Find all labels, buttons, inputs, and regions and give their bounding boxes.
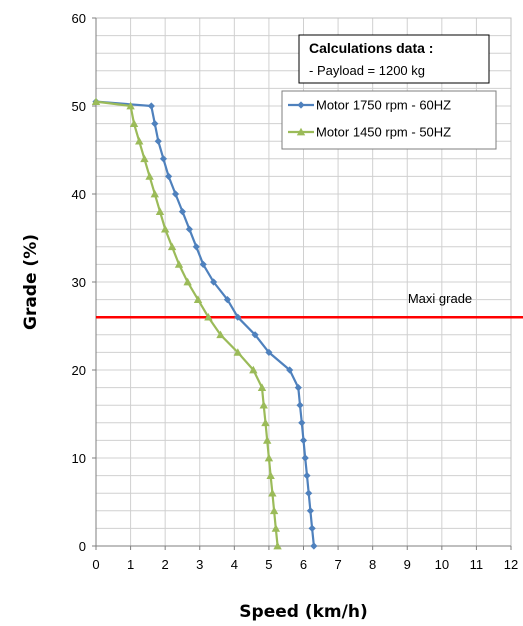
x-tick-label: 3 bbox=[196, 557, 203, 572]
data-point-triangle bbox=[249, 365, 258, 374]
axes bbox=[92, 17, 512, 550]
data-point-diamond bbox=[299, 436, 308, 444]
data-point-diamond bbox=[185, 225, 193, 233]
data-point-diamond bbox=[296, 401, 304, 409]
series-motor-1750 bbox=[92, 98, 318, 550]
data-point-diamond bbox=[294, 384, 302, 392]
x-tick-label: 8 bbox=[369, 557, 376, 572]
series-group bbox=[91, 97, 318, 550]
legend-entry: Motor 1750 rpm - 60HZ bbox=[288, 98, 451, 113]
x-tick-label: 1 bbox=[127, 557, 134, 572]
data-point-diamond bbox=[234, 313, 242, 321]
data-point-diamond bbox=[265, 348, 273, 356]
y-tick-label: 50 bbox=[72, 99, 86, 114]
data-point-triangle bbox=[160, 225, 170, 233]
series-line bbox=[95, 100, 279, 547]
data-point-diamond bbox=[178, 208, 187, 216]
data-point-diamond bbox=[297, 101, 305, 109]
data-point-triangle bbox=[264, 453, 274, 462]
y-axis-title: Grade (%) bbox=[21, 234, 41, 330]
data-point-diamond bbox=[306, 507, 315, 515]
data-point-diamond bbox=[199, 260, 207, 268]
data-point-diamond bbox=[223, 296, 232, 304]
data-point-diamond bbox=[301, 454, 309, 462]
data-point-triangle bbox=[296, 127, 306, 136]
data-point-triangle bbox=[145, 172, 154, 180]
data-point-triangle bbox=[259, 401, 268, 409]
data-point-triangle bbox=[174, 260, 184, 268]
x-tick-label: 10 bbox=[435, 557, 449, 572]
data-point-triangle bbox=[216, 330, 225, 339]
data-point-triangle bbox=[266, 471, 275, 479]
data-point-diamond bbox=[303, 472, 311, 480]
data-point-diamond bbox=[298, 419, 306, 427]
data-point-triangle bbox=[91, 97, 101, 105]
data-point-diamond bbox=[286, 366, 294, 374]
x-tick-label: 11 bbox=[470, 557, 484, 572]
x-tick-label: 6 bbox=[300, 557, 307, 572]
data-point-triangle bbox=[273, 541, 282, 550]
data-point-triangle bbox=[126, 101, 135, 110]
data-point-diamond bbox=[308, 524, 316, 532]
legend: Motor 1750 rpm - 60HZ Motor 1450 rpm - 50… bbox=[281, 90, 497, 150]
x-tick-label: 5 bbox=[265, 557, 272, 572]
legend-label: Motor 1450 rpm - 50HZ bbox=[316, 125, 451, 140]
legend-entry: Motor 1450 rpm - 50HZ bbox=[288, 125, 451, 140]
y-tick-label: 30 bbox=[72, 275, 86, 290]
data-point-diamond bbox=[147, 102, 155, 110]
data-point-triangle bbox=[268, 489, 277, 497]
x-tick-label: 9 bbox=[404, 557, 411, 572]
annotation-box-border bbox=[298, 34, 490, 84]
annotation-title: Calculations data : bbox=[309, 40, 433, 56]
data-point-triangle bbox=[140, 154, 149, 163]
data-point-diamond bbox=[165, 172, 173, 180]
data-point-triangle bbox=[183, 277, 192, 286]
x-tick-label: 2 bbox=[162, 557, 169, 572]
y-tick-label: 20 bbox=[72, 363, 86, 378]
data-point-diamond bbox=[159, 155, 168, 163]
annotation-payload: - Payload = 1200 kg bbox=[309, 63, 425, 78]
legend-label: Motor 1750 rpm - 60HZ bbox=[316, 98, 451, 113]
data-point-triangle bbox=[150, 189, 159, 198]
data-point-triangle bbox=[262, 436, 272, 444]
data-point-triangle bbox=[233, 348, 242, 356]
y-tick-label: 0 bbox=[79, 539, 86, 554]
data-point-triangle bbox=[135, 137, 144, 145]
x-tick-label: 0 bbox=[92, 557, 99, 572]
legend-border bbox=[281, 90, 497, 150]
data-point-triangle bbox=[257, 383, 267, 391]
data-point-triangle bbox=[193, 295, 203, 303]
data-point-triangle bbox=[261, 418, 270, 427]
series-motor-1450 bbox=[91, 97, 282, 550]
data-point-triangle bbox=[129, 119, 139, 127]
x-tick-label: 4 bbox=[231, 557, 238, 572]
calculations-annotation: Calculations data : - Payload = 1200 kg bbox=[298, 34, 490, 84]
data-point-diamond bbox=[171, 190, 180, 198]
data-point-diamond bbox=[154, 137, 162, 145]
y-tick-label: 40 bbox=[72, 187, 86, 202]
x-axis-title: Speed (km/h) bbox=[239, 602, 367, 622]
data-point-diamond bbox=[192, 243, 200, 251]
data-point-triangle bbox=[167, 242, 177, 251]
y-tick-label: 10 bbox=[72, 451, 86, 466]
y-tick-label: 60 bbox=[72, 11, 86, 26]
data-point-diamond bbox=[209, 278, 218, 286]
data-point-diamond bbox=[305, 489, 313, 497]
maxi-grade-label: Maxi grade bbox=[408, 291, 472, 306]
x-tick-label: 7 bbox=[334, 557, 341, 572]
legend-items: Motor 1750 rpm - 60HZ Motor 1450 rpm - 50… bbox=[288, 98, 451, 140]
data-point-triangle bbox=[269, 506, 279, 515]
data-point-triangle bbox=[155, 207, 165, 215]
data-point-diamond bbox=[151, 120, 159, 128]
data-point-triangle bbox=[271, 524, 281, 532]
x-tick-label: 12 bbox=[504, 557, 518, 572]
data-point-triangle bbox=[204, 313, 213, 321]
series-line bbox=[95, 100, 315, 547]
data-point-diamond bbox=[310, 542, 318, 550]
data-point-diamond bbox=[251, 331, 259, 339]
